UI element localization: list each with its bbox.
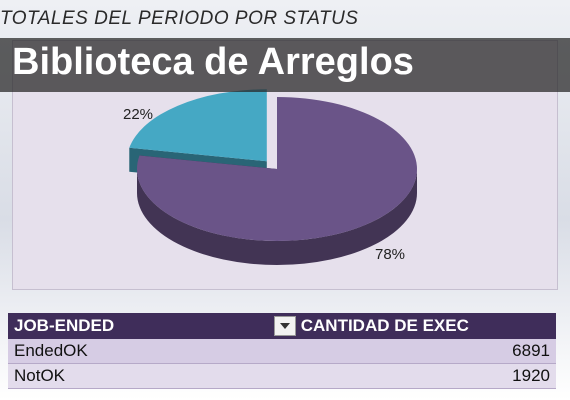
column-header-cantidad: CANTIDAD DE EXEC bbox=[260, 313, 556, 339]
slice-label-endedok: 78% bbox=[375, 246, 405, 263]
banner-title: Biblioteca de Arreglos bbox=[12, 41, 414, 83]
pie-slice-endedok-side bbox=[137, 169, 417, 265]
title-banner: Biblioteca de Arreglos bbox=[0, 38, 570, 92]
status-table: JOB-ENDED CANTIDAD DE EXEC EndedOK 6891 … bbox=[8, 313, 556, 389]
row-count-cell: 6891 bbox=[260, 339, 556, 364]
filter-dropdown-button[interactable] bbox=[274, 316, 296, 337]
table-header-row: JOB-ENDED CANTIDAD DE EXEC bbox=[8, 313, 556, 339]
chart-header-title: TOTALES DEL PERIODO POR STATUS bbox=[0, 8, 359, 29]
table-row: NotOK 1920 bbox=[8, 363, 556, 389]
table-row: EndedOK 6891 bbox=[8, 339, 556, 364]
column-header-job-ended: JOB-ENDED bbox=[8, 313, 260, 339]
pie-chart: 22% 78% bbox=[123, 89, 417, 265]
column-header-job-ended-label: JOB-ENDED bbox=[14, 316, 115, 335]
column-header-cantidad-label: CANTIDAD DE EXEC bbox=[300, 315, 469, 335]
row-name-cell: EndedOK bbox=[8, 339, 260, 364]
row-count-cell: 1920 bbox=[260, 363, 556, 389]
pie-slice-endedok bbox=[136, 97, 417, 242]
pie-slice-notok bbox=[129, 89, 267, 162]
slice-label-notok: 22% bbox=[123, 106, 153, 123]
row-name-cell: NotOK bbox=[8, 363, 260, 389]
